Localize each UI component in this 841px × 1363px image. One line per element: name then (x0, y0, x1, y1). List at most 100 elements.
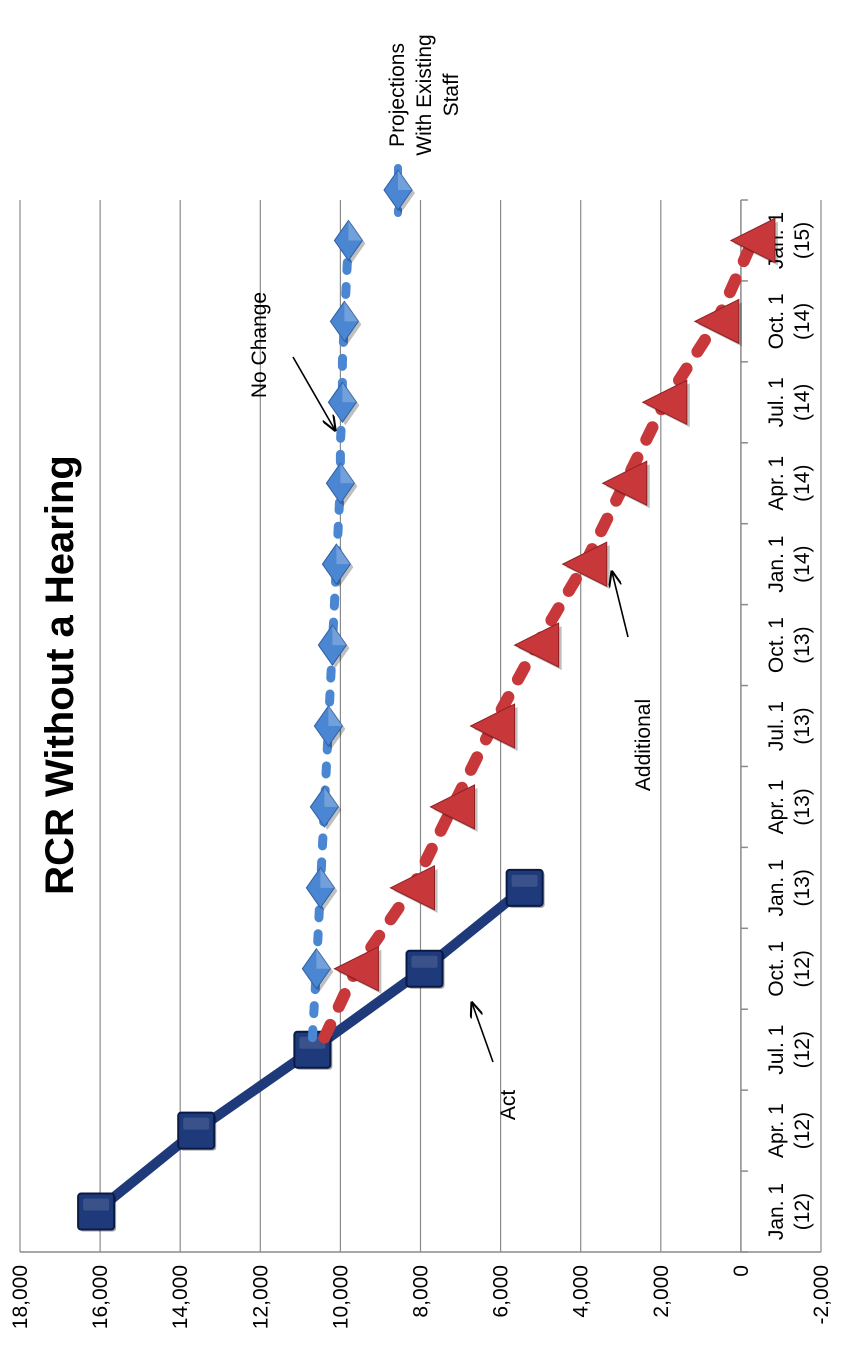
x-tick-label: Oct. 1 (14) (765, 293, 814, 349)
marker-triangle (513, 622, 560, 668)
x-tick-label-line2: (14) (791, 384, 814, 421)
marker-highlight (324, 786, 339, 807)
x-tick-label: Jan. 1 (13) (765, 859, 814, 916)
chart-title: RCR Without a Hearing (38, 455, 82, 895)
x-tick-label-line2: (14) (791, 303, 814, 340)
data-point-diamond (329, 300, 362, 345)
x-tick-label-line1: Apr. 1 (765, 1103, 788, 1158)
marker-diamond (317, 624, 348, 666)
marker-triangle (561, 541, 608, 587)
annotation-no-change-arrow (292, 356, 335, 430)
marker-triangle (729, 217, 776, 264)
legend: Projections With Existing Staff (383, 34, 463, 217)
marker-highlight (316, 948, 331, 969)
x-tick-label-line1: Oct. 1 (765, 293, 788, 349)
data-point-triangle (729, 217, 778, 266)
marker-highlight (411, 955, 438, 968)
legend-label-line: With Existing (413, 34, 436, 155)
x-tick-label-line2: (12) (791, 1193, 814, 1230)
marker-diamond (333, 219, 364, 262)
marker-diamond (383, 169, 413, 211)
y-tick-label: -2,000 (810, 1265, 833, 1325)
x-tick-label-line1: Oct. 1 (765, 617, 788, 673)
marker-highlight (342, 382, 357, 403)
x-tick-label: Jul. 1 (14) (765, 377, 814, 427)
y-tick-label: 16,000 (89, 1265, 112, 1329)
marker-highlight (320, 867, 335, 888)
data-point-triangle (693, 298, 742, 347)
x-tick-label-line1: Jul. 1 (765, 1025, 788, 1075)
data-point-triangle (513, 622, 562, 671)
x-tick-label-line2: (13) (791, 707, 814, 744)
gridlines (19, 200, 822, 1252)
data-point-triangle (429, 784, 478, 832)
series-line (307, 236, 353, 1043)
data-point-triangle (561, 541, 610, 590)
data-point-diamond (317, 624, 350, 669)
marker-square (77, 1192, 116, 1231)
legend-label-line: Projections (386, 43, 409, 147)
marker-diamond (309, 786, 339, 828)
data-point-triangle (333, 945, 382, 994)
marker-square (505, 868, 544, 907)
x-tick-label-line2: (13) (791, 869, 814, 906)
data-point-triangle (601, 460, 650, 509)
annotations: No Change Additional Act (248, 292, 655, 1120)
title: RCR Without a Hearing (38, 455, 82, 895)
x-tick-label-line2: (14) (791, 545, 814, 582)
data-point-square (505, 868, 545, 908)
annotation-act-arrow (472, 1003, 494, 1063)
data-point-triangle (389, 865, 438, 913)
series-0 (77, 868, 545, 1232)
x-tick-label: Apr. 1 (13) (765, 779, 814, 834)
x-tick-label: Jul. 1 (12) (765, 1025, 814, 1075)
y-tick-label: 12,000 (249, 1265, 272, 1329)
x-tick-label-line1: Jul. 1 (765, 701, 788, 751)
marker-triangle (641, 379, 688, 426)
y-tick-label: 18,000 (9, 1265, 32, 1329)
data-point-diamond (327, 381, 360, 426)
data-point-diamond (301, 947, 334, 992)
marker-diamond (329, 300, 360, 343)
x-tick-label-line1: Jan. 1 (765, 1183, 788, 1240)
data-point-square (405, 949, 445, 989)
annotation-no-change: No Change (248, 292, 271, 398)
marker-highlight (340, 463, 355, 484)
marker-triangle (389, 865, 435, 911)
data-point-diamond (309, 786, 342, 830)
annotation-additional: Additional (632, 699, 655, 791)
series-2 (318, 217, 778, 1044)
data-point-diamond (321, 543, 354, 588)
marker-highlight (398, 170, 412, 190)
data-point-square (177, 1111, 217, 1151)
marker-triangle (693, 298, 740, 345)
data-point-triangle (641, 379, 690, 428)
legend-label-line: Staff (440, 73, 463, 116)
marker-triangle (333, 945, 379, 992)
marker-highlight (332, 625, 347, 646)
marker-triangle (469, 703, 516, 749)
data-point-diamond (333, 219, 366, 264)
data-point-square (77, 1192, 117, 1232)
marker-highlight (328, 706, 343, 726)
x-tick-label: Oct. 1 (12) (765, 941, 814, 997)
x-tick-label-line1: Apr. 1 (765, 779, 788, 834)
marker-square (177, 1111, 216, 1150)
data-point-diamond (325, 462, 358, 507)
x-tick-label: Jan. 1 (14) (765, 536, 814, 593)
x-tick-label: Jan. 1 (12) (765, 1183, 814, 1240)
x-tick-label-line2: (13) (791, 626, 814, 663)
marker-triangle (429, 784, 476, 830)
y-tick-label: 0 (730, 1265, 753, 1277)
data-point-diamond (313, 705, 346, 749)
x-tick-label: Apr. 1 (12) (765, 1103, 814, 1158)
data-point-diamond (305, 866, 338, 911)
y-tick-label: 10,000 (329, 1265, 352, 1329)
data-point-diamond (383, 169, 415, 213)
marker-diamond (305, 866, 335, 909)
annotation-act: Act (497, 1090, 520, 1121)
x-tick-label-line1: Jan. 1 (765, 536, 788, 593)
marker-highlight (511, 874, 538, 887)
series-1 (301, 219, 366, 1043)
